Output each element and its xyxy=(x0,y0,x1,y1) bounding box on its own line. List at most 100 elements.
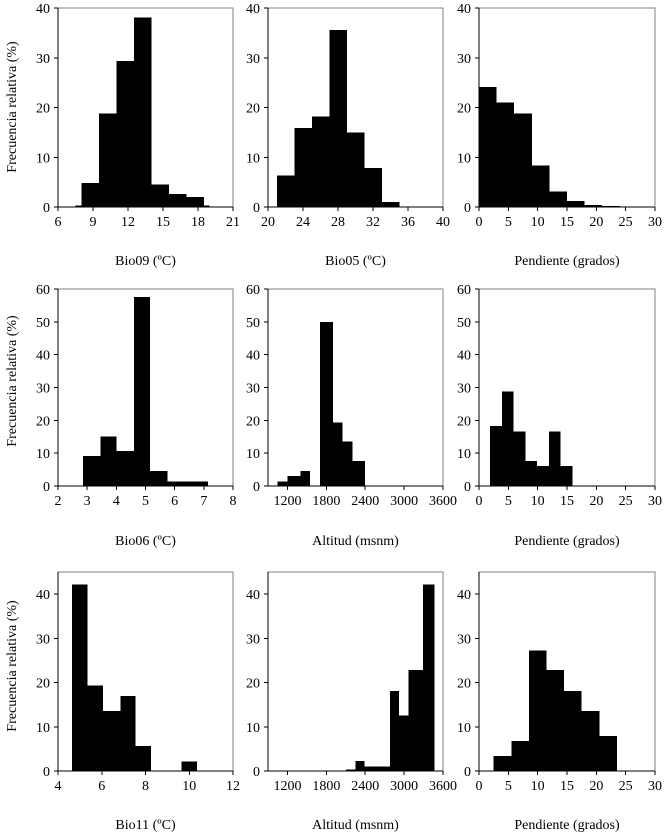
histogram-bar xyxy=(389,690,399,771)
y-tick-label: 0 xyxy=(253,480,260,495)
x-tick-label: 0 xyxy=(476,779,483,794)
y-tick-label: 40 xyxy=(457,588,471,603)
x-tick-label: 28 xyxy=(331,215,345,230)
y-tick-label: 40 xyxy=(36,2,50,17)
histogram-panel-3: 0 10 20 30 40 0 5 10 15 20 25 30 Pendiente (grados) xyxy=(457,2,662,269)
histogram-bar xyxy=(528,650,547,771)
histogram-bar xyxy=(560,465,573,486)
x-tick-label: 3000 xyxy=(390,779,418,794)
histogram-bar xyxy=(501,391,514,486)
y-tick-label: 10 xyxy=(246,447,260,462)
y-tick-label: 30 xyxy=(246,52,260,67)
y-tick-label: 0 xyxy=(464,201,471,216)
y-tick-label: 0 xyxy=(43,201,50,216)
x-tick-label: 1800 xyxy=(312,779,340,794)
y-tick-label: 40 xyxy=(246,349,260,364)
histogram-bar xyxy=(490,426,502,486)
y-tick-label: 50 xyxy=(246,316,260,331)
histogram-bar xyxy=(203,205,210,207)
y-tick-label: 20 xyxy=(36,414,50,429)
x-tick-label: 3 xyxy=(84,494,91,509)
histogram-bar xyxy=(364,766,381,771)
y-axis-label-row3: Frecuencia relativa (%) xyxy=(5,600,20,732)
x-tick-label: 20 xyxy=(589,779,603,794)
y-tick-label: 0 xyxy=(43,765,50,780)
y-tick-label: 0 xyxy=(253,765,260,780)
x-tick-label: 1800 xyxy=(312,494,340,509)
histogram-bar xyxy=(319,321,333,486)
x-tick-label: 6 xyxy=(55,215,62,230)
histogram-bar xyxy=(294,127,312,207)
histogram-bar xyxy=(345,769,356,771)
y-tick-label: 40 xyxy=(36,349,50,364)
y-tick-label: 30 xyxy=(36,632,50,647)
histogram-panel-7: 0 10 20 30 40 4 6 8 10 12 Bio11 (ºC) xyxy=(36,571,240,833)
x-tick-label: 10 xyxy=(531,494,545,509)
y-tick-label: 50 xyxy=(36,316,50,331)
y-tick-label: 0 xyxy=(464,480,471,495)
x-tick-label: 6 xyxy=(171,494,178,509)
y-tick-label: 30 xyxy=(36,382,50,397)
histogram-bar xyxy=(599,736,617,771)
x-tick-label: 7 xyxy=(200,494,207,509)
histogram-panel-8: 0 10 20 30 40 1200 1800 2400 3000 3600 Altitud (ms… xyxy=(246,571,457,833)
y-tick-label: 60 xyxy=(457,283,471,298)
histogram-bar xyxy=(408,670,423,771)
x-tick-label: 12 xyxy=(226,779,240,794)
histogram-bar xyxy=(133,296,150,486)
histogram-bar xyxy=(380,766,390,771)
y-axis-label-row2: Frecuencia relativa (%) xyxy=(5,315,20,447)
histogram-panel-4: 0 10 20 30 40 50 60 2 3 4 5 6 7 8 Bio06 (ºC) xyxy=(36,283,237,549)
histogram-panel-1: 0 10 20 30 40 6 9 12 15 18 21 Bio09 (ºC) xyxy=(36,2,240,269)
histogram-grid-body: Frecuencia relativa (%) Frecuencia relat… xyxy=(5,41,20,732)
y-tick-label: 20 xyxy=(246,677,260,692)
histogram-bar xyxy=(276,175,295,207)
x-tick-label: 8 xyxy=(142,779,149,794)
histogram-panel-2: 0 10 20 30 40 20 24 28 32 36 40 Bio05 (ºC) xyxy=(246,2,450,269)
histogram-bar xyxy=(352,461,366,486)
plot-frame xyxy=(267,288,444,487)
histogram-bar xyxy=(311,116,330,207)
y-tick-label: 0 xyxy=(464,765,471,780)
x-tick-label: 20 xyxy=(589,494,603,509)
y-tick-label: 30 xyxy=(246,382,260,397)
histogram-bar xyxy=(332,422,343,486)
y-tick-label: 20 xyxy=(457,677,471,692)
x-tick-label: 15 xyxy=(156,215,170,230)
histogram-bar xyxy=(75,205,82,207)
x-tick-label: 30 xyxy=(648,779,662,794)
y-tick-label: 60 xyxy=(246,283,260,298)
histogram-bar xyxy=(381,202,400,207)
y-tick-label: 20 xyxy=(36,677,50,692)
x-tick-label: 1200 xyxy=(273,494,301,509)
histogram-panel-5: 0 10 20 30 40 50 60 1200 1800 2400 3000 3600 Altitud… xyxy=(246,283,457,549)
x-tick-label: 36 xyxy=(401,215,415,230)
histogram-bar xyxy=(168,194,187,207)
y-tick-label: 10 xyxy=(457,721,471,736)
x-tick-label: 12 xyxy=(121,215,135,230)
histogram-bar xyxy=(514,113,532,207)
histogram-bar xyxy=(346,132,365,208)
y-tick-label: 20 xyxy=(457,414,471,429)
histogram-bar xyxy=(355,760,365,771)
histogram-bar xyxy=(329,29,347,207)
x-tick-label: 25 xyxy=(619,494,633,509)
y-tick-label: 10 xyxy=(36,447,50,462)
y-tick-label: 10 xyxy=(246,151,260,166)
x-tick-label: 21 xyxy=(226,215,240,230)
histogram-bar xyxy=(422,584,435,771)
histogram-bar xyxy=(567,201,585,207)
histogram-bar xyxy=(398,715,409,771)
x-tick-label: 4 xyxy=(55,779,62,794)
x-axis-label: Altitud (msnm) xyxy=(312,818,399,833)
x-tick-label: 3600 xyxy=(429,494,457,509)
y-tick-label: 0 xyxy=(253,201,260,216)
histogram-bar xyxy=(493,755,512,771)
x-tick-label: 0 xyxy=(476,215,483,230)
histogram-bar xyxy=(511,740,529,771)
histogram-bar xyxy=(135,746,151,771)
x-tick-label: 15 xyxy=(560,215,574,230)
x-tick-label: 25 xyxy=(619,215,633,230)
histogram-bar xyxy=(496,102,515,207)
y-tick-label: 10 xyxy=(457,151,471,166)
